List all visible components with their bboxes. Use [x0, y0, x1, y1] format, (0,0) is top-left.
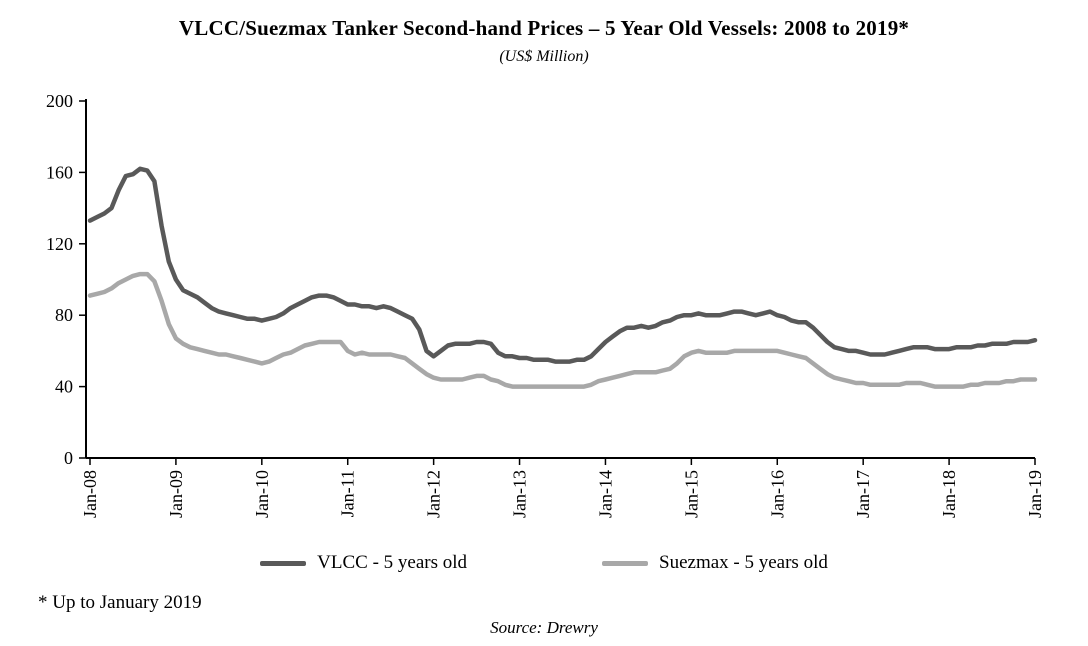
x-axis-tick-label: Jan-13: [510, 470, 530, 518]
vlcc-price-line: [87, 166, 1038, 364]
legend-item-vlcc: VLCC - 5 years old: [260, 552, 467, 574]
y-axis-tick-label: 200: [46, 91, 73, 111]
x-axis-tick-label: Jan-16: [767, 470, 787, 518]
x-axis-tick-label: Jan-18: [939, 470, 959, 518]
chart-subtitle: (US$ Million): [499, 48, 589, 65]
vlcc-line-swatch: [260, 560, 307, 566]
legend-item-suezmax: Suezmax - 5 years old: [602, 552, 828, 574]
price-line-chart: 0 40 80 120 160 200 Jan-08 Jan-09 Jan-10 Jan-11 Ja…: [46, 91, 1045, 518]
footnote: * Up to January 2019: [38, 592, 202, 613]
x-axis-tick-label: Jan-11: [338, 470, 358, 517]
source-credit: Source: Drewry: [490, 618, 598, 637]
suezmax-line-swatch: [602, 560, 649, 566]
x-axis-tick-label: Jan-17: [853, 470, 873, 518]
x-axis-tick-label: Jan-19: [1025, 470, 1045, 518]
legend-label-suezmax: Suezmax - 5 years old: [659, 552, 828, 573]
y-axis-tick-label: 80: [55, 305, 73, 325]
x-axis-tick-label: Jan-15: [681, 470, 701, 518]
chart-title: VLCC/Suezmax Tanker Second-hand Prices –…: [178, 16, 910, 40]
suezmax-price-line: [87, 271, 1038, 389]
x-axis-tick-label: Jan-14: [595, 470, 615, 518]
x-axis-tick-label: Jan-10: [252, 470, 272, 518]
y-axis-tick-label: 40: [55, 377, 73, 397]
y-axis-tick-label: 160: [46, 162, 73, 182]
x-axis-tick-label: Jan-12: [424, 470, 444, 518]
y-axis-tick-label: 120: [46, 234, 73, 254]
y-axis-tick-label: 0: [64, 448, 73, 468]
x-axis-tick-label: Jan-09: [166, 470, 186, 518]
legend: VLCC - 5 years old Suezmax - 5 years old: [0, 552, 1088, 574]
x-axis-tick-label: Jan-08: [80, 470, 100, 518]
legend-label-vlcc: VLCC - 5 years old: [317, 552, 468, 573]
